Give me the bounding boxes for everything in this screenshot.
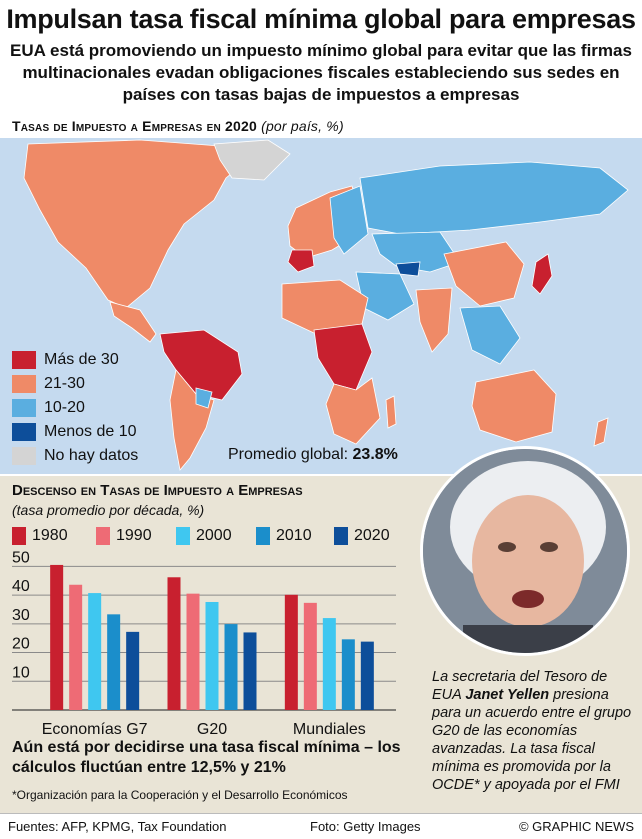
x-category-label: Mundiales bbox=[293, 721, 366, 738]
paraguay-region bbox=[195, 387, 213, 409]
bar-2010-2 bbox=[224, 624, 238, 710]
chart-legend-swatch bbox=[96, 527, 110, 545]
photo-caption: La secretaria del Tesoro de EUA Janet Ye… bbox=[432, 668, 638, 794]
uzbekistan-region bbox=[395, 261, 421, 277]
map-legend-item: 21-30 bbox=[12, 374, 85, 394]
map-title: Tasas de Impuesto a Empresas en 2020 (po… bbox=[12, 118, 344, 134]
chart-legend-item: 2020 bbox=[334, 526, 390, 546]
japan-region bbox=[531, 253, 553, 295]
bar-1980-3 bbox=[284, 594, 298, 710]
y-tick-label: 40 bbox=[12, 578, 30, 595]
bar-2020-1 bbox=[126, 631, 140, 710]
chart-legend-swatch bbox=[256, 527, 270, 545]
bar-2020-2 bbox=[243, 632, 257, 710]
central-africa-red-region bbox=[313, 323, 373, 391]
new-zealand-region bbox=[593, 417, 609, 447]
bar-chart: 10 20 30 40 50 Economías G7 G20 Mundiales bbox=[12, 550, 396, 738]
bar-1980-1 bbox=[50, 564, 64, 710]
south-america-red-region bbox=[159, 329, 243, 401]
chart-legend-swatch bbox=[176, 527, 190, 545]
chart-legend-label: 1980 bbox=[32, 527, 68, 544]
map-legend-item: 10-20 bbox=[12, 398, 85, 418]
y-tick-label: 50 bbox=[12, 550, 30, 566]
global-average-value: 23.8% bbox=[352, 446, 398, 463]
page-title: Impulsan tasa fiscal mínima global para … bbox=[6, 4, 636, 34]
north-america-region bbox=[23, 139, 251, 309]
map-title-text: Tasas de Impuesto a Empresas en 2020 bbox=[12, 118, 257, 134]
world-map bbox=[0, 138, 642, 474]
map-legend-item: Menos de 10 bbox=[12, 422, 137, 442]
bar-2000-2 bbox=[205, 601, 219, 710]
legend-label: 10-20 bbox=[44, 399, 85, 416]
legend-label: 21-30 bbox=[44, 375, 85, 392]
southern-africa-region bbox=[325, 377, 381, 445]
chart-legend-item: 2010 bbox=[256, 526, 312, 546]
chart-legend-label: 2020 bbox=[354, 527, 390, 544]
bar-1990-2 bbox=[186, 593, 200, 710]
chart-note: Aún está por decidirse una tasa fiscal m… bbox=[12, 739, 401, 776]
bar-2010-3 bbox=[341, 639, 355, 710]
legend-swatch bbox=[12, 351, 36, 369]
portrait-illustration bbox=[423, 449, 627, 653]
global-average: Promedio global: 23.8% bbox=[228, 446, 398, 464]
y-tick-label: 20 bbox=[12, 636, 30, 653]
photo-credit: Foto: Getty Images bbox=[310, 819, 421, 834]
bar-2020-3 bbox=[360, 641, 374, 710]
global-average-label: Promedio global: bbox=[228, 446, 349, 463]
india-region bbox=[415, 287, 453, 353]
portrait-photo bbox=[420, 446, 630, 656]
y-tick-label: 10 bbox=[12, 664, 30, 681]
footnote: *Organización para la Cooperación y el D… bbox=[12, 788, 348, 802]
central-america-region bbox=[109, 301, 157, 343]
chart-legend-swatch bbox=[334, 527, 348, 545]
footer: Fuentes: AFP, KPMG, Tax Foundation Foto:… bbox=[0, 813, 642, 839]
legend-swatch bbox=[12, 375, 36, 393]
chart-bars bbox=[50, 564, 374, 710]
russia-region bbox=[359, 161, 629, 235]
chart-title: Descenso en Tasas de Impuesto a Empresas bbox=[12, 482, 303, 499]
map-legend-item: No hay datos bbox=[12, 446, 138, 466]
x-category-label: Economías G7 bbox=[42, 721, 148, 738]
world-map-graphic bbox=[23, 139, 629, 471]
legend-swatch bbox=[12, 399, 36, 417]
legend-swatch bbox=[12, 447, 36, 465]
caption-text-end: presiona para un acuerdo entre el grupo … bbox=[432, 687, 632, 793]
map-title-note: (por país, %) bbox=[261, 118, 344, 134]
page-subtitle: EUA está promoviendo un impuesto mínimo … bbox=[10, 41, 632, 104]
bar-2010-1 bbox=[107, 614, 121, 710]
australia-region bbox=[471, 369, 557, 443]
legend-label: Menos de 10 bbox=[44, 423, 137, 440]
chart-legend-label: 2010 bbox=[276, 527, 312, 544]
caption-text-start: La secretaria del Tesoro de EUA bbox=[432, 669, 608, 703]
chart-legend-swatch bbox=[12, 527, 26, 545]
y-tick-label: 30 bbox=[12, 607, 30, 624]
bar-1990-1 bbox=[69, 584, 83, 710]
chart-legend-label: 2000 bbox=[196, 527, 232, 544]
france-region bbox=[287, 249, 315, 273]
bar-2000-3 bbox=[322, 618, 336, 710]
caption-name: Janet Yellen bbox=[465, 687, 550, 703]
china-region bbox=[443, 241, 525, 307]
chart-legend-item: 1990 bbox=[96, 526, 152, 546]
eastern-europe-region bbox=[329, 185, 369, 255]
legend-swatch bbox=[12, 423, 36, 441]
bar-2000-1 bbox=[88, 593, 102, 710]
legend-label: No hay datos bbox=[44, 447, 139, 464]
southeast-asia-region bbox=[459, 305, 521, 365]
brand-credit: © GRAPHIC NEWS bbox=[518, 819, 634, 834]
madagascar-region bbox=[385, 395, 397, 429]
chart-x-labels: Economías G7 G20 Mundiales bbox=[42, 721, 366, 738]
bar-1990-3 bbox=[303, 602, 317, 710]
sources: Fuentes: AFP, KPMG, Tax Foundation bbox=[8, 819, 227, 834]
greenland-region bbox=[213, 139, 291, 181]
map-legend-item: Más de 30 bbox=[12, 350, 119, 370]
central-asia-region bbox=[371, 231, 461, 273]
bar-1980-2 bbox=[167, 577, 181, 710]
chart-subtitle: (tasa promedio por década, %) bbox=[12, 502, 205, 518]
chart-legend-item: 1980 bbox=[12, 526, 68, 546]
x-category-label: G20 bbox=[197, 721, 227, 738]
chart-legend-label: 1990 bbox=[116, 527, 152, 544]
chart-legend-item: 2000 bbox=[176, 526, 232, 546]
legend-label: Más de 30 bbox=[44, 351, 119, 368]
